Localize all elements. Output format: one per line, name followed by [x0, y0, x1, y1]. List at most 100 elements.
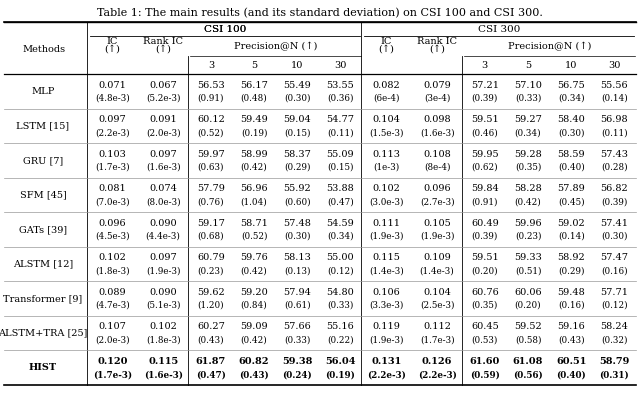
Text: (0.43): (0.43) — [558, 336, 584, 345]
Text: (1.9e-3): (1.9e-3) — [369, 336, 404, 345]
Text: 60.82: 60.82 — [239, 357, 269, 366]
Text: (0.22): (0.22) — [327, 336, 354, 345]
Text: (2.2e-3): (2.2e-3) — [418, 370, 456, 379]
Text: (0.39): (0.39) — [472, 232, 498, 241]
Text: (3e-4): (3e-4) — [424, 94, 451, 103]
Text: 59.48: 59.48 — [557, 288, 585, 297]
Text: (0.29): (0.29) — [558, 267, 584, 275]
Text: 57.21: 57.21 — [471, 81, 499, 89]
Text: (4.8e-3): (4.8e-3) — [95, 94, 130, 103]
Text: (0.30): (0.30) — [601, 232, 628, 241]
Text: 54.77: 54.77 — [326, 115, 355, 124]
Text: Rank IC: Rank IC — [417, 36, 457, 45]
Text: 30: 30 — [608, 61, 621, 71]
Text: ALSTM [12]: ALSTM [12] — [13, 260, 73, 269]
Text: 57.79: 57.79 — [197, 184, 225, 193]
Text: 55.00: 55.00 — [326, 253, 355, 262]
Text: (0.60): (0.60) — [284, 198, 310, 206]
Text: (0.14): (0.14) — [558, 232, 584, 241]
Text: (0.30): (0.30) — [284, 232, 310, 241]
Text: (4.5e-3): (4.5e-3) — [95, 232, 130, 241]
Text: 59.84: 59.84 — [471, 184, 499, 193]
Text: 0.115: 0.115 — [372, 253, 401, 262]
Text: 59.62: 59.62 — [197, 288, 225, 297]
Text: 5: 5 — [525, 61, 531, 71]
Text: (2.5e-3): (2.5e-3) — [420, 301, 454, 310]
Text: MLP: MLP — [31, 87, 55, 96]
Text: (0.11): (0.11) — [327, 128, 354, 137]
Text: GATs [39]: GATs [39] — [19, 225, 67, 234]
Text: GRU [7]: GRU [7] — [23, 156, 63, 165]
Text: 59.97: 59.97 — [197, 150, 225, 159]
Text: (0.16): (0.16) — [558, 301, 584, 310]
Text: 0.097: 0.097 — [149, 253, 177, 262]
Text: (0.58): (0.58) — [515, 336, 541, 345]
Text: (4.4e-3): (4.4e-3) — [146, 232, 180, 241]
Text: 56.75: 56.75 — [557, 81, 585, 89]
Text: (1.6e-3): (1.6e-3) — [143, 370, 182, 379]
Text: (0.91): (0.91) — [472, 198, 498, 206]
Text: 58.13: 58.13 — [284, 253, 311, 262]
Text: (0.33): (0.33) — [327, 301, 354, 310]
Text: 10: 10 — [565, 61, 577, 71]
Text: IC: IC — [107, 36, 118, 45]
Text: 0.126: 0.126 — [422, 357, 452, 366]
Text: 57.41: 57.41 — [600, 219, 628, 228]
Text: 59.33: 59.33 — [514, 253, 542, 262]
Text: 58.79: 58.79 — [599, 357, 630, 366]
Text: (5.1e-3): (5.1e-3) — [146, 301, 180, 310]
Text: 0.131: 0.131 — [371, 357, 402, 366]
Text: 0.082: 0.082 — [372, 81, 401, 89]
Text: 57.43: 57.43 — [600, 150, 628, 159]
Text: 60.49: 60.49 — [471, 219, 499, 228]
Text: 0.115: 0.115 — [148, 357, 179, 366]
Text: (0.45): (0.45) — [558, 198, 584, 206]
Text: (0.14): (0.14) — [601, 94, 628, 103]
Text: (0.47): (0.47) — [327, 198, 354, 206]
Text: (0.52): (0.52) — [198, 128, 224, 137]
Text: (0.61): (0.61) — [284, 301, 310, 310]
Text: 55.16: 55.16 — [326, 322, 355, 332]
Text: (0.59): (0.59) — [470, 370, 500, 379]
Text: 56.98: 56.98 — [600, 115, 628, 124]
Text: 0.105: 0.105 — [423, 219, 451, 228]
Text: (8e-4): (8e-4) — [424, 163, 451, 172]
Text: (0.29): (0.29) — [284, 163, 310, 172]
Text: 56.53: 56.53 — [197, 81, 225, 89]
Text: 0.104: 0.104 — [372, 115, 401, 124]
Text: (0.43): (0.43) — [239, 370, 269, 379]
Text: 59.02: 59.02 — [557, 219, 585, 228]
Text: CSI 100: CSI 100 — [204, 26, 246, 34]
Text: 57.10: 57.10 — [514, 81, 542, 89]
Text: (5.2e-3): (5.2e-3) — [146, 94, 180, 103]
Text: Rank IC: Rank IC — [143, 36, 183, 45]
Text: 58.37: 58.37 — [284, 150, 311, 159]
Text: 0.108: 0.108 — [423, 150, 451, 159]
Text: (0.13): (0.13) — [284, 267, 310, 275]
Text: (3.3e-3): (3.3e-3) — [369, 301, 404, 310]
Text: (0.20): (0.20) — [515, 301, 541, 310]
Text: (0.30): (0.30) — [558, 128, 584, 137]
Text: 59.49: 59.49 — [240, 115, 268, 124]
Text: 55.56: 55.56 — [600, 81, 628, 89]
Text: 60.45: 60.45 — [471, 322, 499, 332]
Text: 54.80: 54.80 — [326, 288, 355, 297]
Text: (0.91): (0.91) — [198, 94, 224, 103]
Text: 59.20: 59.20 — [240, 288, 268, 297]
Text: (1.9e-3): (1.9e-3) — [146, 267, 180, 275]
Text: (0.34): (0.34) — [515, 128, 541, 137]
Text: Precision@N (↑): Precision@N (↑) — [234, 42, 317, 51]
Text: 0.096: 0.096 — [423, 184, 451, 193]
Text: (0.68): (0.68) — [198, 232, 224, 241]
Text: 0.098: 0.098 — [423, 115, 451, 124]
Text: 0.074: 0.074 — [149, 184, 177, 193]
Text: (0.12): (0.12) — [601, 301, 628, 310]
Text: (1.7e-3): (1.7e-3) — [420, 336, 454, 345]
Text: (1.7e-3): (1.7e-3) — [93, 370, 132, 379]
Text: 57.71: 57.71 — [600, 288, 628, 297]
Text: 59.38: 59.38 — [282, 357, 312, 366]
Text: (0.40): (0.40) — [556, 370, 586, 379]
Text: (2.0e-3): (2.0e-3) — [95, 336, 130, 345]
Text: 58.24: 58.24 — [600, 322, 628, 332]
Text: 58.59: 58.59 — [557, 150, 585, 159]
